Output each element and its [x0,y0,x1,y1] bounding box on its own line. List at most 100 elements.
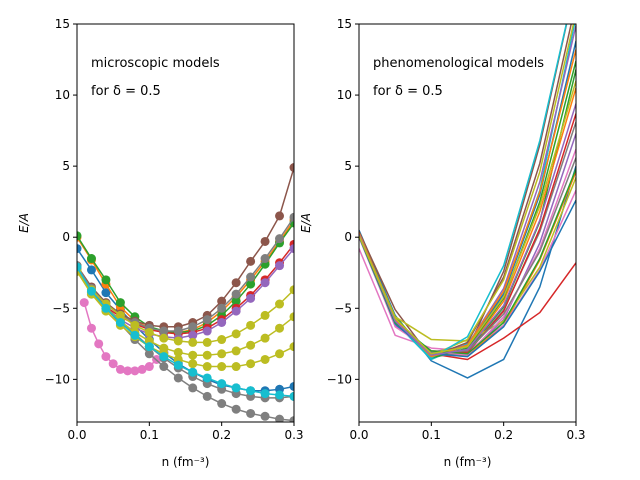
left-annotation-models: microscopic models [91,56,220,71]
left-series-line-12 [77,270,294,368]
left-plot-frame [76,23,295,423]
left-data-point [202,391,212,401]
left-x-ticks: 0.0 0.1 0.2 0.3 [67,422,304,442]
right-x-tick-label: 0.2 [494,428,513,442]
left-data-point [188,330,198,340]
left-data-point [246,359,256,369]
left-data-point [260,310,270,320]
left-data-point [217,335,227,345]
left-x-axis-label: n (fm⁻³) [162,455,210,469]
right-series-line-16 [359,148,576,356]
left-data-point [289,163,294,173]
left-data-point [188,383,198,393]
left-data-point [275,414,285,422]
left-data-point [260,333,270,343]
left-data-point [275,390,285,400]
left-data-point [101,288,111,298]
right-series-line-23 [359,103,576,356]
right-plot-frame [358,23,577,423]
left-data-point [275,211,285,221]
left-series-group [77,163,294,422]
left-y-tick-label: −5 [52,301,70,315]
left-data-point [275,323,285,333]
left-panel: 0.0 0.1 0.2 0.3 −10 −5 0 5 10 15 microscopic mod… [17,17,304,469]
left-data-point [144,327,154,337]
right-annotation-models: phenomenological models [373,56,544,71]
left-x-tick-label: 0.3 [284,428,303,442]
left-data-point [231,404,241,414]
left-data-point [217,349,227,359]
right-series-line-24 [359,80,576,355]
right-panel: 0.0 0.1 0.2 0.3 −10 −5 0 5 10 15 phenomenologica… [299,17,586,469]
right-series-line-20 [359,199,576,358]
left-data-point [289,244,294,254]
left-series-line-10 [77,269,294,344]
left-data-point [173,336,183,346]
left-data-point [217,318,227,327]
left-data-point [289,285,294,295]
left-data-point [260,354,270,364]
left-data-point [86,286,96,296]
left-data-point [260,411,270,421]
left-data-point [260,278,270,288]
left-data-point [246,293,256,303]
left-data-point [289,312,294,322]
left-data-point [108,359,118,369]
left-data-point [94,339,104,349]
left-data-point [144,362,154,372]
left-data-point [289,381,294,391]
right-y-tick-label: 10 [337,88,352,102]
right-x-axis-label: n (fm⁻³) [444,455,492,469]
left-data-point [144,342,154,352]
right-y-tick-label: 0 [344,230,352,244]
left-data-point [275,234,285,244]
left-data-point [173,373,183,383]
left-y-tick-label: 0 [62,230,70,244]
right-series-group [359,24,576,379]
left-data-point [115,318,125,327]
left-data-point [217,296,227,306]
left-data-point [130,330,140,340]
left-data-point [260,389,270,399]
left-data-point [173,360,183,370]
left-series-line-2 [77,222,294,334]
left-y-axis-label: E/A [17,213,31,233]
left-data-point [260,236,270,246]
left-data-point [101,275,111,285]
left-y-tick-label: −10 [45,372,70,386]
right-y-tick-label: 5 [344,159,352,173]
left-data-point [188,367,198,377]
left-data-point [246,272,256,282]
left-data-point [231,383,241,393]
right-y-tick-label: −10 [327,372,352,386]
left-data-point [231,278,241,288]
left-data-point [173,347,183,357]
left-x-tick-label: 0.0 [67,428,86,442]
right-x-tick-label: 0.0 [349,428,368,442]
left-data-point [289,212,294,222]
left-data-point [137,364,147,374]
left-data-point [101,352,111,362]
left-data-point [123,366,133,376]
left-series-line-3 [77,243,294,335]
left-data-point [202,326,212,336]
left-data-point [231,329,241,339]
left-data-point [144,349,154,359]
left-data-point [202,350,212,360]
right-annotation-delta: for δ = 0.5 [373,84,443,99]
left-data-point [159,362,169,372]
left-data-point [202,362,212,372]
right-y-axis-label: E/A [299,213,313,233]
left-data-point [101,303,111,313]
left-data-point [231,306,241,316]
left-data-point [231,362,241,372]
right-x-ticks: 0.0 0.1 0.2 0.3 [349,422,586,442]
left-data-point [188,337,198,347]
left-data-point [159,352,169,362]
left-data-point [130,320,140,330]
left-annotation-delta: for δ = 0.5 [91,84,161,99]
right-series-line-22 [359,168,576,355]
left-data-point [188,322,198,332]
left-data-point [202,373,212,383]
left-data-point [289,391,294,401]
